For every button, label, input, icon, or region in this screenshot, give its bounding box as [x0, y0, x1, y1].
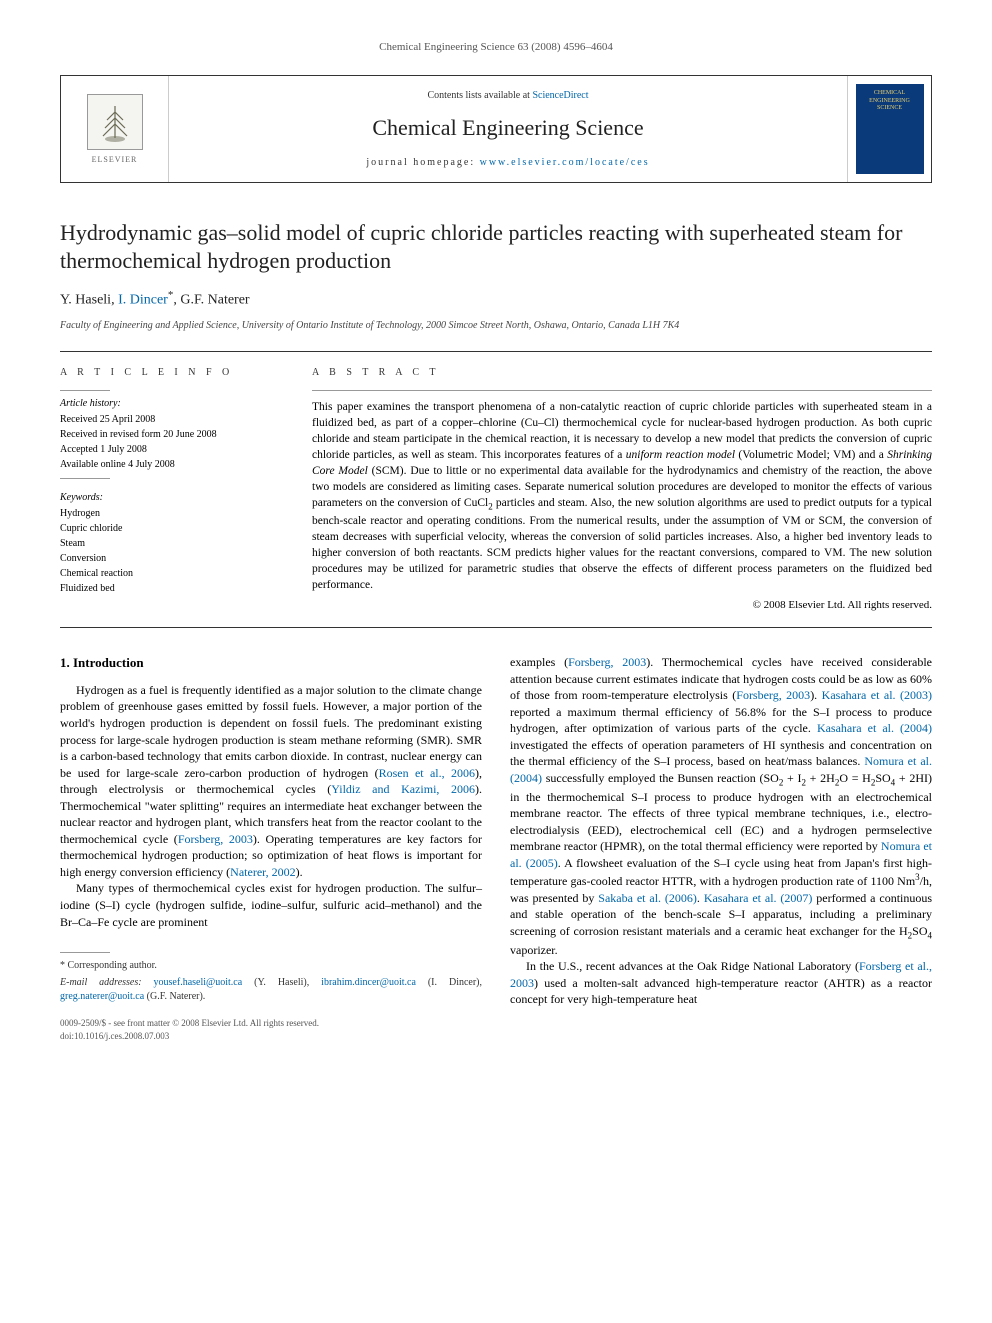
- history-item: Received 25 April 2008: [60, 413, 284, 427]
- keyword: Conversion: [60, 552, 284, 566]
- journal-banner: ELSEVIER Contents lists available at Sci…: [60, 75, 932, 183]
- article-title: Hydrodynamic gas–solid model of cupric c…: [60, 219, 932, 274]
- journal-cover-icon: CHEMICAL ENGINEERING SCIENCE: [856, 84, 924, 174]
- citation-link[interactable]: Rosen et al., 2006: [379, 766, 475, 780]
- banner-center: Contents lists available at ScienceDirec…: [169, 76, 847, 182]
- affiliation: Faculty of Engineering and Applied Scien…: [60, 319, 932, 333]
- body-seg: .: [697, 891, 704, 905]
- body-seg: + 2H: [806, 771, 835, 785]
- doi-line: doi:10.1016/j.ces.2008.07.003: [60, 1030, 482, 1042]
- body-seg: ) used a molten-salt advanced high-tempe…: [510, 976, 932, 1007]
- footnote-block: * Corresponding author. E-mail addresses…: [60, 952, 482, 1042]
- citation-link[interactable]: Naterer, 2002: [230, 865, 296, 879]
- email-who: (Y. Haseli),: [242, 977, 321, 988]
- authors-line: Y. Haseli, I. Dincer*, G.F. Naterer: [60, 288, 932, 310]
- column-right: examples (Forsberg, 2003). Thermochemica…: [510, 654, 932, 1042]
- journal-homepage-link[interactable]: www.elsevier.com/locate/ces: [480, 157, 650, 168]
- journal-homepage-line: journal homepage: www.elsevier.com/locat…: [366, 156, 649, 170]
- body-seg: + I: [783, 771, 801, 785]
- keyword: Steam: [60, 537, 284, 551]
- keyword: Chemical reaction: [60, 567, 284, 581]
- abstract-block: A B S T R A C T This paper examines the …: [312, 366, 932, 613]
- body-seg: ).: [810, 688, 821, 702]
- body-seg: successfully employed the Bunsen reactio…: [542, 771, 779, 785]
- elsevier-label: ELSEVIER: [92, 154, 138, 165]
- divider-bottom: [60, 627, 932, 628]
- email-link[interactable]: ibrahim.dincer@uoit.ca: [321, 977, 416, 988]
- paragraph: Many types of thermochemical cycles exis…: [60, 880, 482, 930]
- citation-link[interactable]: Kasahara et al. (2004): [817, 721, 932, 735]
- section-heading-1: 1. Introduction: [60, 654, 482, 672]
- corresponding-author-link[interactable]: I. Dincer: [118, 293, 168, 308]
- subscript: 4: [928, 930, 933, 940]
- abstract-copyright: © 2008 Elsevier Ltd. All rights reserved…: [312, 598, 932, 613]
- body-seg: SO: [912, 924, 927, 938]
- abs-seg: (Volumetric Model; VM) and a: [735, 449, 887, 461]
- publisher-logo-block: ELSEVIER: [61, 76, 169, 182]
- elsevier-tree-icon: [87, 94, 143, 150]
- email-line: E-mail addresses: yousef.haseli@uoit.ca …: [60, 976, 482, 1004]
- citation-link[interactable]: Sakaba et al. (2006): [598, 891, 697, 905]
- issn-copyright: 0009-2509/$ - see front matter © 2008 El…: [60, 1017, 482, 1029]
- history-item: Accepted 1 July 2008: [60, 443, 284, 457]
- email-label: E-mail addresses:: [60, 977, 154, 988]
- cover-text: CHEMICAL ENGINEERING SCIENCE: [858, 90, 922, 112]
- footnote-divider: [60, 952, 110, 953]
- sciencedirect-link[interactable]: ScienceDirect: [532, 90, 588, 101]
- abs-seg: particles and steam. Also, the new solut…: [312, 497, 932, 591]
- citation-link[interactable]: Yildiz and Kazimi, 2006: [331, 782, 475, 796]
- article-info-label: A R T I C L E I N F O: [60, 366, 284, 380]
- body-seg: ).: [296, 865, 303, 879]
- mini-divider-3: [312, 390, 932, 391]
- history-label: Article history:: [60, 397, 284, 411]
- body-seg: In the U.S., recent advances at the Oak …: [526, 959, 859, 973]
- email-link[interactable]: greg.naterer@uoit.ca: [60, 991, 144, 1002]
- keyword: Fluidized bed: [60, 582, 284, 596]
- contents-available-line: Contents lists available at ScienceDirec…: [427, 89, 588, 103]
- article-info-block: A R T I C L E I N F O Article history: R…: [60, 366, 284, 613]
- abstract-label: A B S T R A C T: [312, 366, 932, 380]
- abstract-text: This paper examines the transport phenom…: [312, 399, 932, 594]
- email-who: (G.F. Naterer).: [144, 991, 205, 1002]
- email-who: (I. Dincer),: [416, 977, 482, 988]
- keyword: Hydrogen: [60, 507, 284, 521]
- homepage-prefix: journal homepage:: [366, 157, 479, 168]
- journal-name: Chemical Engineering Science: [372, 113, 643, 144]
- mini-divider-2: [60, 478, 110, 479]
- divider-top: [60, 351, 932, 352]
- body-seg: . A flowsheet evaluation of the S–I cycl…: [510, 856, 932, 889]
- meta-abstract-row: A R T I C L E I N F O Article history: R…: [60, 366, 932, 613]
- body-columns: 1. Introduction Hydrogen as a fuel is fr…: [60, 654, 932, 1042]
- citation-link[interactable]: Kasahara et al. (2007): [704, 891, 813, 905]
- column-left: 1. Introduction Hydrogen as a fuel is fr…: [60, 654, 482, 1042]
- body-seg: O = H: [839, 771, 871, 785]
- author-text-2: , G.F. Naterer: [173, 293, 249, 308]
- author-text-1: Y. Haseli,: [60, 293, 118, 308]
- abs-em1: uniform reaction model: [626, 449, 735, 461]
- citation-link[interactable]: Forsberg, 2003: [568, 655, 646, 669]
- body-seg: vaporizer.: [510, 943, 558, 957]
- corresponding-note: * Corresponding author.: [60, 959, 482, 973]
- paragraph: Hydrogen as a fuel is frequently identif…: [60, 682, 482, 881]
- cover-thumbnail-block: CHEMICAL ENGINEERING SCIENCE: [847, 76, 931, 182]
- keywords-label: Keywords:: [60, 491, 284, 505]
- keyword: Cupric chloride: [60, 522, 284, 536]
- citation-link[interactable]: Forsberg, 2003: [178, 832, 253, 846]
- history-item: Available online 4 July 2008: [60, 458, 284, 472]
- email-link[interactable]: yousef.haseli@uoit.ca: [154, 977, 243, 988]
- body-seg: examples (: [510, 655, 568, 669]
- paragraph: In the U.S., recent advances at the Oak …: [510, 958, 932, 1008]
- mini-divider-1: [60, 390, 110, 391]
- citation-link[interactable]: Forsberg, 2003: [736, 688, 810, 702]
- body-seg: SO: [875, 771, 890, 785]
- history-item: Received in revised form 20 June 2008: [60, 428, 284, 442]
- contents-prefix: Contents lists available at: [427, 90, 532, 101]
- running-header: Chemical Engineering Science 63 (2008) 4…: [60, 40, 932, 55]
- citation-link[interactable]: Kasahara et al. (2003): [822, 688, 932, 702]
- paragraph: examples (Forsberg, 2003). Thermochemica…: [510, 654, 932, 958]
- body-seg: Many types of thermochemical cycles exis…: [60, 881, 482, 928]
